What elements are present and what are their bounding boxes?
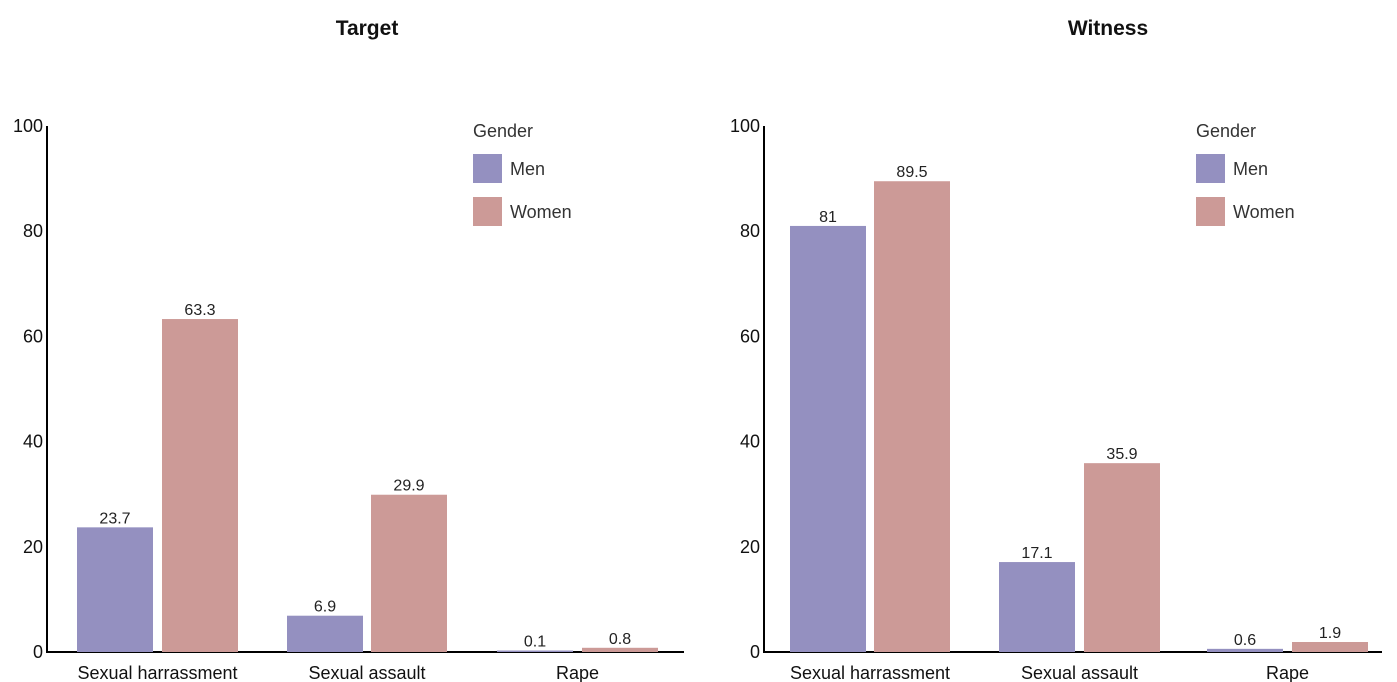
bar-men-2 — [497, 650, 573, 652]
data-label: 0.1 — [524, 634, 546, 651]
x-category-label: Sexual assault — [1021, 663, 1138, 682]
chart-title: Witness — [1068, 17, 1148, 40]
data-label: 1.9 — [1319, 625, 1341, 642]
chart-title: Target — [336, 17, 399, 40]
legend-title: Gender — [473, 121, 533, 141]
data-label: 23.7 — [99, 510, 130, 527]
x-category-label: Rape — [556, 663, 599, 682]
chart-panel-1: Witness 0 20 40 60 80 100 81 89.5 Sexual harrassm… — [730, 17, 1382, 682]
x-category-label: Sexual harrassment — [790, 663, 950, 682]
y-tick-label: 60 — [740, 326, 760, 346]
data-label: 0.6 — [1234, 632, 1256, 649]
bar-women-2 — [1292, 642, 1368, 652]
bar-women-1 — [371, 494, 447, 652]
legend-label-women: Women — [1233, 202, 1295, 222]
y-tick-label: 80 — [23, 221, 43, 241]
legend: Gender Men Women — [1196, 121, 1295, 226]
y-tick-label: 20 — [23, 537, 43, 557]
bar-women-1 — [1084, 463, 1160, 652]
legend-label-men: Men — [510, 159, 545, 179]
y-tick-label: 0 — [33, 642, 43, 662]
legend-label-men: Men — [1233, 159, 1268, 179]
legend-swatch-men — [473, 154, 502, 183]
bar-women-2 — [582, 647, 658, 652]
y-tick-label: 40 — [740, 432, 760, 452]
data-label: 6.9 — [314, 599, 336, 616]
y-tick-label: 60 — [23, 326, 43, 346]
y-tick-label: 100 — [730, 116, 760, 136]
bar-women-0 — [162, 319, 238, 652]
bar-men-0 — [790, 225, 866, 652]
bar-men-0 — [77, 527, 153, 652]
bar-men-2 — [1207, 648, 1283, 652]
data-label: 35.9 — [1106, 446, 1137, 463]
data-label: 17.1 — [1021, 545, 1052, 562]
legend-swatch-women — [1196, 197, 1225, 226]
y-tick-label: 20 — [740, 537, 760, 557]
x-category-label: Sexual assault — [308, 663, 425, 682]
bar-men-1 — [999, 562, 1075, 652]
data-label: 29.9 — [393, 478, 424, 495]
data-label: 63.3 — [184, 302, 215, 319]
legend-swatch-women — [473, 197, 502, 226]
data-label: 89.5 — [896, 164, 927, 181]
bar-women-0 — [874, 181, 950, 653]
legend: Gender Men Women — [473, 121, 572, 226]
legend-label-women: Women — [510, 202, 572, 222]
x-category-label: Rape — [1266, 663, 1309, 682]
legend-swatch-men — [1196, 154, 1225, 183]
y-tick-label: 80 — [740, 221, 760, 241]
bar-men-1 — [287, 615, 363, 652]
chart-panel-0: Target 0 20 40 60 80 100 23.7 63.3 Sexual harrass… — [13, 17, 684, 682]
y-tick-label: 40 — [23, 432, 43, 452]
legend-title: Gender — [1196, 121, 1256, 141]
y-tick-label: 0 — [750, 642, 760, 662]
x-category-label: Sexual harrassment — [77, 663, 237, 682]
y-tick-label: 100 — [13, 116, 43, 136]
data-label: 0.8 — [609, 631, 631, 648]
data-label: 81 — [819, 209, 837, 226]
